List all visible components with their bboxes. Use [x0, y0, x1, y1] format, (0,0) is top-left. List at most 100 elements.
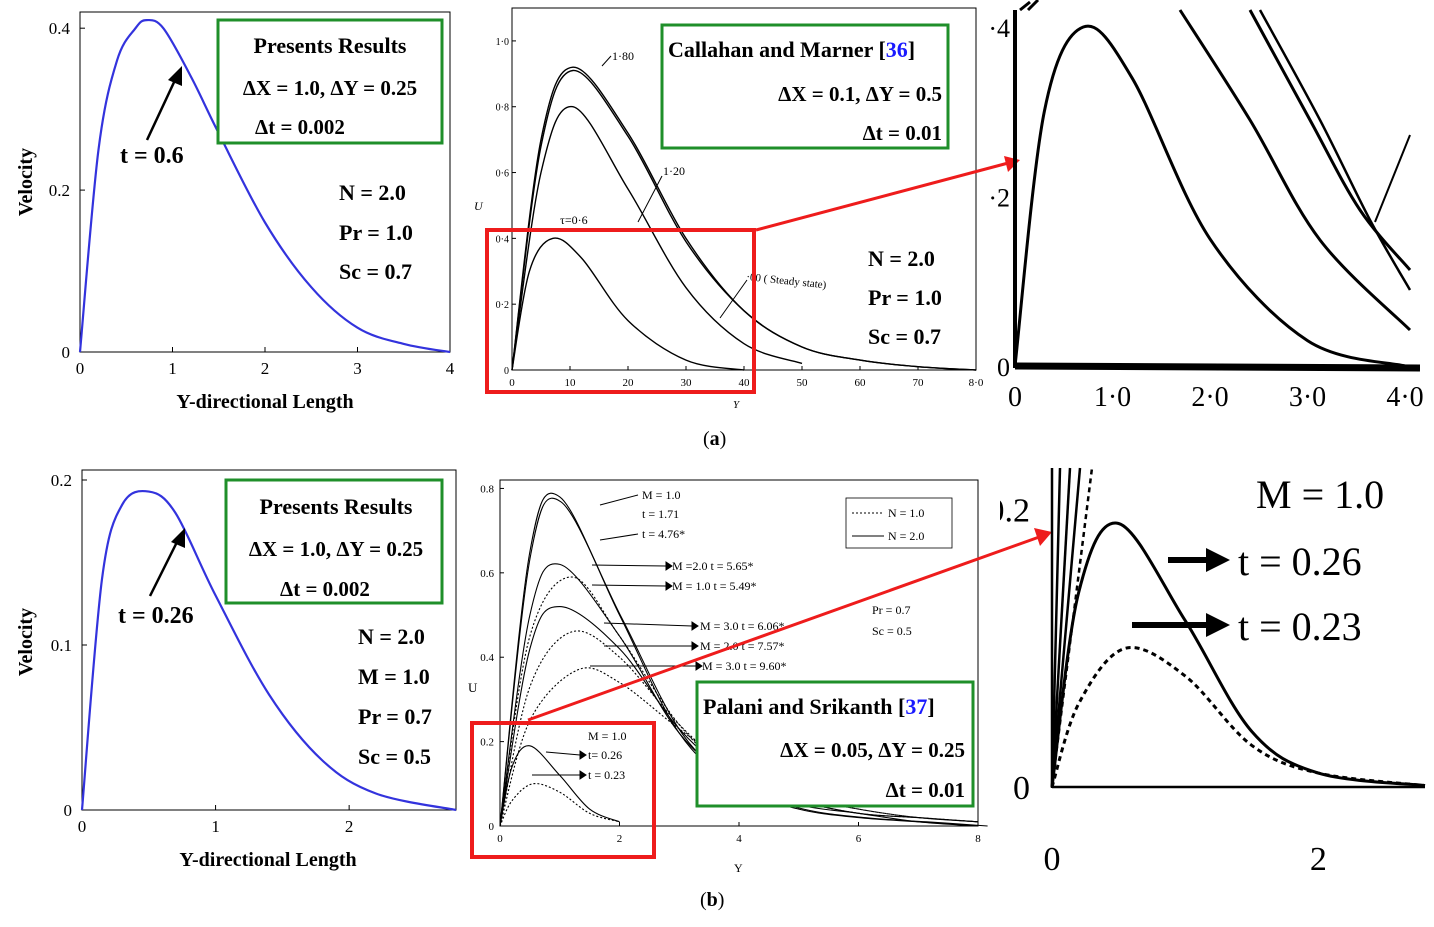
- zoom-b-ytick-label: 0.2: [1000, 493, 1030, 530]
- zoom-a-ytick-label: 0: [997, 353, 1010, 382]
- caption-b: (b): [700, 889, 725, 911]
- chart-b-left-xlabel: Y-directional Length: [179, 849, 356, 871]
- ytick-label-b-left: 0: [64, 801, 73, 820]
- zoom-a-xtick-label: 4·0: [1386, 382, 1423, 413]
- chart-a-zoom-ticks: 0 1·0 2·0 3·0 4·0 0 0·2 0·4: [990, 14, 1424, 413]
- curve-a-mid-1: [511, 69, 977, 371]
- zoom-b-xtick-label: 0: [1044, 841, 1061, 878]
- xtick-label-b-mid: 2: [617, 833, 623, 845]
- xtick-label-a-mid: 60: [855, 377, 867, 389]
- zoom-b-label-m: M = 1.0: [1256, 472, 1384, 517]
- chart-a-middle: 0 10 20 30 40 50 60 70 8·0 00·20·40·60·81·0 U Y …: [474, 7, 984, 411]
- xtick-label-a-left: 1: [168, 359, 177, 378]
- chart-b-zoom: 0 2 0 0.2 M = 1.0 t = 0.26 t = 0.23: [1000, 467, 1426, 878]
- curve-label-steady: ·00 ( Steady state): [746, 271, 827, 291]
- curve-a-mid-2: [511, 105, 803, 371]
- xtick-label-a-mid: 20: [623, 377, 635, 389]
- chart-b-left-ylabel: Velocity: [15, 608, 37, 676]
- zoom-a-curve-steady: [1258, 9, 1412, 291]
- results-box-b-mid-line3: Δt = 0.01: [886, 778, 965, 802]
- zoom-a-curve-06: [1013, 24, 1406, 368]
- zoom-a-xtick-label: 1·0: [1094, 382, 1131, 413]
- anno-b-4: M =2.0 t = 5.65*: [672, 559, 754, 573]
- chart-b-middle-xlabel: Y: [734, 861, 743, 875]
- ytick-label-b-mid: 0.6: [480, 568, 494, 580]
- results-box-b-line2: ΔX = 1.0, ΔY = 0.25: [249, 537, 423, 561]
- legend-b-item-1: N = 1.0: [888, 506, 924, 520]
- chart-b-left-axes: [81, 469, 457, 811]
- chart-b-zoom-curves: [1050, 467, 1426, 788]
- xtick-label-a-mid: 30: [681, 377, 693, 389]
- param-a-mid-2: Pr = 1.0: [868, 285, 942, 310]
- xtick-label-b-mid: 8: [975, 833, 981, 845]
- xtick-label-a-mid: 0: [509, 377, 515, 389]
- anno-b-1: M = 1.0: [642, 488, 680, 502]
- results-box-b-mid-title: Palani and Srikanth [37]: [703, 694, 935, 719]
- xtick-label-b-left: 0: [78, 817, 87, 836]
- ytick-label-a-left: 0.2: [49, 181, 70, 200]
- curve-b-mid-7: [499, 783, 620, 827]
- results-box-a: [216, 18, 444, 145]
- curve-label-120: 1·20: [663, 164, 685, 178]
- anno-b-9: Pr = 0.7: [872, 603, 910, 617]
- xtick-label-b-left: 2: [345, 817, 354, 836]
- chart-b-zoom-ticks: 0 2 0 0.2: [1000, 493, 1327, 878]
- zoom-b-steep-0: [1050, 467, 1062, 788]
- chart-a-left-yticks: 0 0.2 0.4: [49, 19, 85, 362]
- xtick-label-b-mid: 0: [497, 833, 503, 845]
- chart-a-middle-xticks: 0 10 20 30 40 50 60 70 8·0: [509, 366, 984, 389]
- chart-a-middle-yticks: 0 0·2 0·4 0·6 0·8 1·0: [496, 37, 516, 377]
- xtick-label-a-mid: 10: [565, 377, 577, 389]
- curve-b-mid-top-twin: [499, 497, 988, 827]
- param-b-left-4: Sc = 0.5: [358, 744, 431, 769]
- arrow-b-left: [148, 528, 185, 597]
- arrow-a-left-label: t = 0.6: [120, 143, 184, 169]
- param-a-left-3: Sc = 0.7: [339, 259, 412, 284]
- results-box-b-mid-line2: ΔX = 0.05, ΔY = 0.25: [780, 738, 965, 762]
- curve-label-180: 1·80: [612, 49, 634, 63]
- results-box-a-mid-line2: ΔX = 0.1, ΔY = 0.5: [778, 82, 942, 106]
- ytick-label-a-left: 0.4: [49, 19, 71, 38]
- results-box-b-title: Presents Results: [260, 494, 413, 519]
- legend-b-item-2: N = 2.0: [888, 529, 924, 543]
- results-box-a-line3: Δt = 0.002: [255, 115, 345, 139]
- legend-b: N = 1.0 N = 2.0: [845, 497, 953, 549]
- zoom-a-curve-120: [1178, 9, 1412, 332]
- anno-b-13: t = 0.23: [588, 768, 625, 782]
- results-box-a-mid-line3: Δt = 0.01: [863, 121, 942, 145]
- zoom-rect-a: [485, 228, 756, 394]
- results-box-b-mid: [695, 680, 975, 808]
- ytick-label-b-mid: 0.4: [480, 652, 494, 664]
- zoom-a-curve-180: [1248, 9, 1412, 271]
- curve-b-mid-6: [499, 745, 620, 827]
- results-box-b-line3: Δt = 0.002: [280, 577, 370, 601]
- results-box-b: [224, 478, 444, 605]
- zoom-a-steep-2: [1026, 0, 1040, 12]
- chart-a-zoom: 0 1·0 2·0 3·0 4·0 0 0·2 0·4: [990, 0, 1424, 413]
- anno-b-10: Sc = 0.5: [872, 624, 912, 638]
- results-box-a-line2: ΔX = 1.0, ΔY = 0.25: [243, 76, 417, 100]
- curve-a-mid-3: [511, 237, 745, 371]
- zoom-a-ytick-label: 0·2: [990, 183, 1010, 212]
- chart-b-middle-curves: [499, 492, 988, 827]
- zoom-a-steep-1: [1019, 0, 1031, 12]
- zoom-arrow-b: [527, 528, 1052, 722]
- zoom-a-xtick-label: 2·0: [1191, 382, 1228, 413]
- chart-a-left-curve: [78, 18, 451, 354]
- chart-a-left-xlabel: Y-directional Length: [176, 391, 353, 413]
- zoom-b-steep-2: [1050, 467, 1082, 788]
- ytick-label-a-mid: 1·0: [496, 37, 509, 48]
- xtick-label-b-left: 1: [211, 817, 220, 836]
- results-box-a-title: Presents Results: [254, 33, 407, 58]
- zoom-a-pointer: [1374, 134, 1411, 223]
- param-b-left-1: N = 2.0: [358, 624, 425, 649]
- chart-a-zoom-curves: [1013, 0, 1412, 368]
- ytick-label-a-mid: 0·2: [496, 300, 509, 311]
- chart-b-middle-yticks: 0 0.2 0.4 0.6 0.8: [480, 483, 504, 833]
- ytick-label-a-left: 0: [62, 343, 71, 362]
- chart-a-middle-xlabel: Y: [733, 399, 741, 411]
- anno-b-2: t = 1.71: [642, 507, 679, 521]
- arrow-a-left: [145, 66, 182, 141]
- chart-b-middle-ylabel: U: [468, 680, 478, 695]
